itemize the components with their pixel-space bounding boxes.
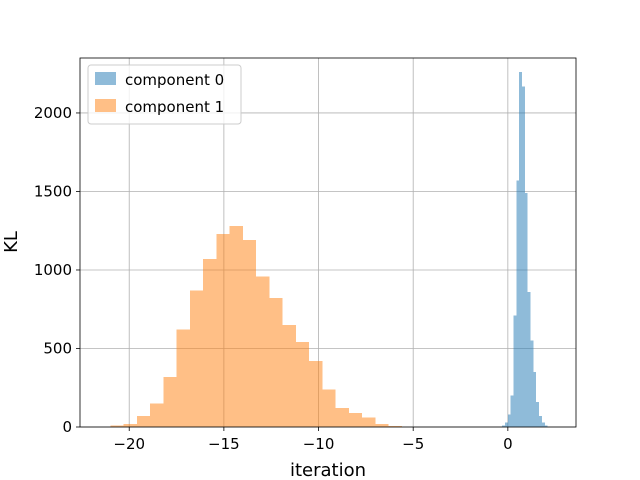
legend: component 0 component 1 [87, 64, 242, 125]
bar-component-1 [295, 342, 310, 427]
bar-component-1 [150, 403, 164, 427]
bar-component-1 [362, 417, 376, 427]
legend-swatch-component-1 [95, 99, 116, 112]
y-tick-label: 1000 [34, 261, 72, 279]
bar-component-0 [524, 193, 528, 427]
bar-component-1 [216, 233, 230, 427]
bar-component-0 [507, 414, 511, 427]
bar-component-1 [163, 376, 177, 427]
bar-component-0 [541, 422, 545, 427]
bar-component-1 [189, 290, 204, 427]
y-tick-label: 1500 [34, 182, 72, 200]
bar-component-0 [530, 340, 534, 427]
bar-component-0 [516, 180, 520, 427]
bar-component-1 [242, 240, 257, 427]
legend-label-component-1: component 1 [125, 98, 224, 116]
bars [110, 72, 548, 428]
y-tick-label: 0 [62, 418, 72, 436]
y-axis-title: KL [1, 231, 22, 253]
bar-component-1 [176, 329, 190, 427]
y-tick-label: 2000 [34, 104, 72, 122]
bar-component-0 [522, 86, 525, 428]
bar-component-0 [519, 72, 523, 428]
bar-component-1 [269, 298, 283, 427]
x-tick-label: −5 [402, 435, 424, 453]
bar-component-1 [229, 226, 243, 427]
bar-component-1 [335, 408, 349, 427]
x-tick-label: −10 [303, 435, 335, 453]
x-tick-label: −20 [113, 435, 145, 453]
bar-component-0 [533, 372, 537, 427]
bar-component-1 [256, 276, 270, 427]
bar-component-1 [282, 324, 296, 427]
y-tick-label: 500 [43, 339, 72, 357]
bar-component-0 [510, 395, 514, 427]
legend-swatch-component-0 [95, 72, 116, 85]
x-tick-label: −15 [208, 435, 240, 453]
plot-frame [79, 57, 577, 428]
bar-component-1 [322, 389, 336, 427]
bar-component-0 [527, 291, 531, 427]
bar-component-1 [203, 258, 217, 427]
bar-component-0 [536, 401, 540, 427]
bar-component-1 [348, 412, 363, 427]
axis-ticks: −20 −15 −10 −5 0 0 500 1000 1500 2000 [34, 104, 513, 453]
bar-component-0 [544, 425, 548, 427]
bar-component-0 [502, 425, 506, 427]
x-axis-title: iteration [290, 460, 366, 480]
bar-component-1 [375, 423, 389, 427]
bar-component-1 [136, 416, 151, 427]
bar-component-1 [110, 425, 124, 427]
x-tick-label: 0 [503, 435, 513, 453]
bar-component-0 [513, 315, 517, 427]
bar-component-1 [309, 361, 323, 427]
legend-label-component-0: component 0 [125, 71, 224, 89]
bar-component-1 [123, 423, 137, 427]
bar-component-0 [505, 422, 508, 427]
legend-box [87, 64, 242, 125]
bar-component-0 [539, 416, 542, 427]
